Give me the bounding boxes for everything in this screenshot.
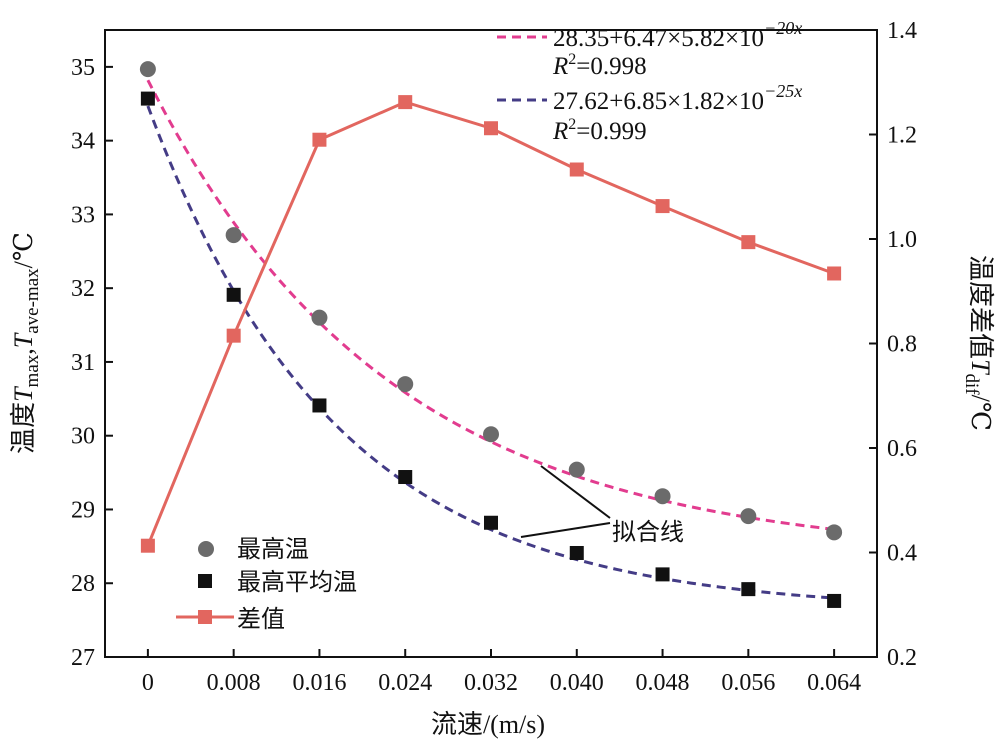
annotation-arrow-1 [540, 465, 611, 519]
max-temp-point [397, 376, 414, 393]
fit-annotation: 拟合线 [520, 465, 684, 546]
difference-line [146, 100, 835, 547]
difference-point [398, 95, 413, 110]
right-y-tick-label: 0.2 [887, 645, 917, 671]
left-y-tick-label: 28 [71, 571, 95, 597]
fit-equation-2: 27.62+6.85×1.82×10−25x [553, 81, 802, 115]
right-y-tick-label: 1.0 [887, 227, 917, 253]
avg-max-temp-point [484, 515, 498, 530]
fit-r2-1: R2=0.998 [552, 51, 647, 80]
avg-max-temp-point [398, 470, 413, 485]
right-y-axis-ticks: 0.2 0.4 0.6 0.8 1.0 1.2 1.4 [869, 18, 917, 671]
difference-point [140, 538, 155, 553]
right-y-axis-title: 温度差值Tdif/℃ [961, 255, 995, 431]
x-tick-label: 0.024 [378, 670, 432, 696]
difference-point [827, 266, 842, 281]
left-y-tick-label: 32 [71, 276, 95, 302]
fit-r2-2: R2=0.999 [552, 116, 647, 145]
x-axis-title: 流速/(m/s) [431, 710, 545, 739]
left-y-tick-label: 35 [71, 55, 95, 81]
avg-max-temp-point [741, 582, 756, 597]
x-tick-label: 0 [142, 670, 154, 696]
x-tick-label: 0.032 [464, 670, 518, 696]
max-temp-point [483, 426, 499, 443]
difference-point [655, 199, 670, 214]
legend-label-avg: 最高平均温 [237, 569, 357, 596]
max-temperature-series [139, 61, 843, 541]
right-y-tick-label: 1.2 [887, 123, 917, 149]
x-axis-ticks: 0 0.008 0.016 0.024 0.032 0.040 0.048 0.056 0.06… [142, 649, 861, 696]
legend-marker-max [198, 541, 214, 557]
avg-max-temp-point [226, 287, 241, 302]
max-temp-point [740, 508, 757, 525]
right-y-tick-label: 1.4 [887, 18, 917, 44]
x-tick-label: 0.064 [807, 670, 861, 696]
x-tick-label: 0.016 [292, 670, 346, 696]
avg-max-temperature-series [140, 91, 842, 608]
left-y-tick-label: 30 [71, 424, 95, 450]
max-temp-point [654, 488, 671, 505]
difference-point [569, 162, 584, 177]
max-temp-point [826, 524, 843, 541]
series-legend: 最高温 最高平均温 差值 [176, 536, 357, 633]
x-tick-label: 0.056 [721, 670, 775, 696]
left-y-tick-label: 31 [71, 350, 95, 376]
left-y-axis-title: 温度Tmax,Tave-max/℃ [9, 232, 43, 454]
x-tick-label: 0.048 [636, 670, 690, 696]
legend-marker-avg [198, 574, 212, 588]
fit-legend: 28.35+6.47×5.82×10−20x R2=0.998 27.62+6.… [497, 18, 802, 145]
left-y-tick-label: 27 [71, 645, 95, 671]
difference-series [140, 95, 842, 553]
legend-label-diff: 差值 [237, 606, 285, 633]
right-y-tick-label: 0.8 [887, 332, 917, 358]
difference-point [312, 132, 327, 147]
max-temp-point [139, 61, 156, 78]
annotation-arrow-2 [520, 522, 611, 538]
max-temp-point [225, 227, 242, 244]
legend-label-max: 最高温 [237, 536, 309, 563]
difference-point [484, 121, 498, 136]
annotation-label: 拟合线 [612, 519, 684, 546]
x-tick-label: 0.040 [550, 670, 604, 696]
x-tick-label: 0.008 [207, 670, 261, 696]
left-y-tick-label: 29 [71, 497, 95, 523]
avg-max-temp-point [655, 567, 670, 582]
left-y-tick-label: 33 [71, 202, 95, 228]
fit-equation-1: 28.35+6.47×5.82×10−20x [553, 18, 802, 52]
avg-max-temp-point [569, 545, 584, 560]
right-y-tick-label: 0.4 [887, 541, 917, 567]
left-y-axis-ticks: 27 28 29 30 31 32 33 34 35 [71, 55, 113, 671]
max-temp-point [311, 309, 328, 326]
difference-point [741, 235, 756, 250]
right-y-tick-label: 0.6 [887, 436, 917, 462]
avg-max-temp-point [140, 91, 155, 106]
difference-point [226, 328, 241, 343]
avg-max-temp-point [312, 398, 327, 413]
max-temp-point [568, 461, 585, 478]
fit-curve-1 [146, 79, 835, 531]
left-y-tick-label: 34 [71, 129, 95, 155]
avg-max-temp-point [827, 593, 842, 608]
legend-marker-diff [198, 610, 212, 624]
